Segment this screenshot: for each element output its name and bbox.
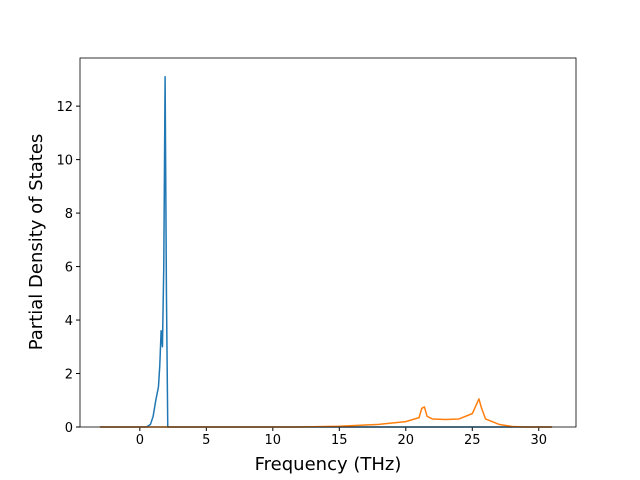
- plot-frame: [79, 57, 577, 428]
- y-axis-label: Partial Density of States: [26, 134, 47, 351]
- x-tick-label: 20: [398, 433, 415, 448]
- y-tick-label: 4: [65, 314, 73, 329]
- x-tick-label: 5: [202, 433, 210, 448]
- x-tick-label: 30: [530, 433, 547, 448]
- y-tick-label: 8: [65, 207, 73, 222]
- y-tick-label: 2: [65, 368, 73, 383]
- x-tick-label: 15: [331, 433, 348, 448]
- line: [99, 398, 553, 428]
- x-tick-label: 25: [464, 433, 481, 448]
- y-tick-label: 0: [65, 421, 73, 436]
- x-tick-label: 10: [265, 433, 282, 448]
- y-tick-label: 6: [65, 261, 73, 276]
- x-tick-label: 0: [136, 433, 144, 448]
- y-tick-label: 12: [56, 100, 73, 115]
- line: [99, 75, 553, 428]
- y-tick-label: 10: [56, 154, 73, 169]
- x-axis-label: Frequency (THz): [255, 454, 402, 475]
